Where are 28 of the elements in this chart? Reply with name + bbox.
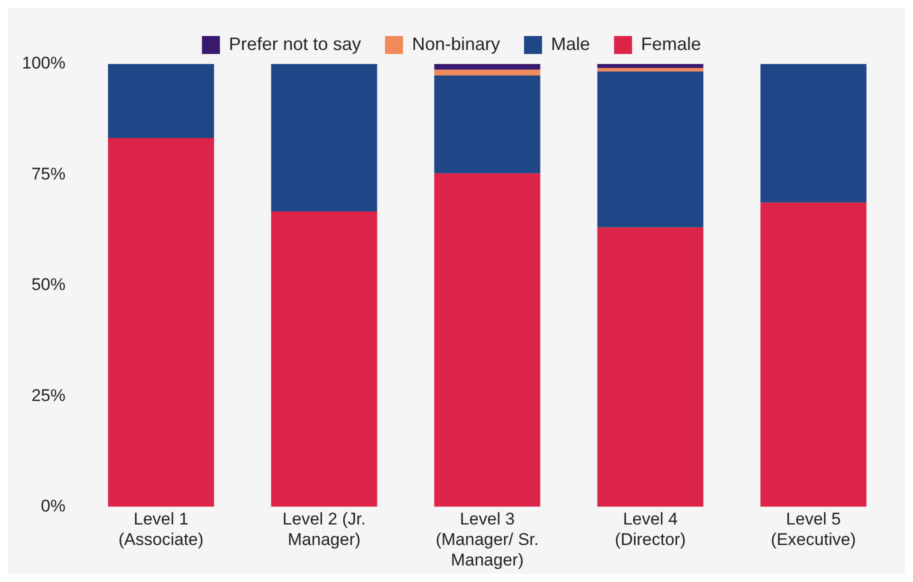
x-tick-label: Level 3 (Manager/ Sr. Manager) xyxy=(436,510,539,570)
bar xyxy=(434,173,540,507)
bar xyxy=(597,64,704,68)
bar xyxy=(108,64,214,138)
y-tick-label: 0% xyxy=(40,496,66,516)
bar xyxy=(760,202,866,507)
bar xyxy=(271,211,378,507)
y-tick-label: 25% xyxy=(31,386,66,405)
x-tick-label: Level 2 (Jr. Manager) xyxy=(282,510,366,550)
bar xyxy=(760,64,866,203)
x-tick-label: Level 1 (Associate) xyxy=(118,510,204,550)
bar xyxy=(434,64,540,70)
y-tick-label: 75% xyxy=(31,164,66,184)
legend-label: Non-binary xyxy=(412,34,500,54)
y-tick-label: 50% xyxy=(31,275,66,294)
legend-label: Male xyxy=(551,34,590,54)
x-tick-label: Level 5 (Executive) xyxy=(770,510,856,550)
bar xyxy=(108,138,214,507)
bar xyxy=(271,64,378,212)
bar xyxy=(597,72,704,228)
bar xyxy=(434,76,540,174)
legend-label: Prefer not to say xyxy=(228,34,362,54)
bar xyxy=(597,227,704,507)
bar xyxy=(434,70,540,76)
x-tick-label: Level 4 (Director) xyxy=(614,510,686,550)
bar xyxy=(597,68,704,72)
y-tick-label: 100% xyxy=(22,54,66,73)
legend-label: Female xyxy=(641,34,702,54)
